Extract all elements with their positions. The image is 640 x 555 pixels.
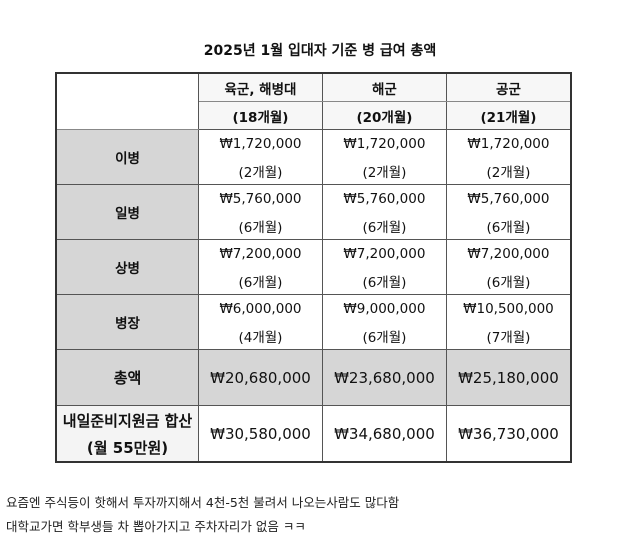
rank-period-row: (6개월) (6개월) (6개월) [56,267,572,295]
period-value: (6개월) [198,212,323,240]
period-value: (6개월) [445,267,572,295]
total-value: ₩23,680,000 [321,349,447,406]
rank-row: 병장 ₩6,000,000 ₩9,000,000 ₩10,500,000 [55,294,572,350]
total-value: ₩25,180,000 [445,349,572,406]
comment-line: 대학교가면 학부생들 차 뽑아가지고 주차자리가 없음 ㅋㅋ [6,519,306,534]
rank-label: 병장 [55,294,199,350]
corner-cell [55,72,199,130]
salary-value: ₩6,000,000 [198,294,323,322]
column-header: 공군 [445,72,572,102]
column-period: (18개월) [198,101,323,130]
comment-line: 요즘엔 주식등이 핫해서 투자까지해서 4천-5천 불려서 나오는사람도 많다함 [6,495,400,510]
column-header: 해군 [321,72,447,102]
salary-value: ₩1,720,000 [321,129,447,157]
combined-sublabel: (월 55만원) [86,438,169,457]
period-value: (6개월) [198,267,323,295]
salary-value: ₩7,200,000 [445,239,572,267]
header-period-row: (18개월) (20개월) (21개월) [56,101,572,130]
column-period: (20개월) [321,101,447,130]
combined-row: 내일준비지원금 합산 (월 55만원) ₩30,580,000 ₩34,680,000… [55,405,572,463]
salary-value: ₩10,500,000 [445,294,572,322]
salary-value: ₩1,720,000 [198,129,323,157]
rank-label: 일병 [55,184,199,240]
table-title: 2025년 1월 입대자 기준 병 급여 총액 [203,43,437,59]
total-row: 총액 ₩20,680,000 ₩23,680,000 ₩25,180,000 [55,349,572,406]
salary-value: ₩7,200,000 [198,239,323,267]
rank-period-row: (2개월) (2개월) (2개월) [56,157,572,185]
period-value: (6개월) [321,267,447,295]
salary-value: ₩1,720,000 [445,129,572,157]
salary-value: ₩5,760,000 [321,184,447,212]
combined-value: ₩34,680,000 [321,405,447,463]
period-value: (4개월) [198,322,323,350]
combined-value: ₩30,580,000 [198,405,323,463]
rank-label: 상병 [55,239,199,295]
period-value: (7개월) [445,322,572,350]
rank-row: 상병 ₩7,200,000 ₩7,200,000 ₩7,200,000 [55,239,572,295]
header-row: 육군, 해병대 해군 공군 [55,72,572,130]
rank-row: 이병 ₩1,720,000 ₩1,720,000 ₩1,720,000 [55,129,572,185]
combined-value: ₩36,730,000 [445,405,572,463]
period-value: (6개월) [445,212,572,240]
period-value: (2개월) [198,157,323,185]
period-value: (2개월) [321,157,447,185]
salary-value: ₩7,200,000 [321,239,447,267]
combined-label-text: 내일준비지원금 합산 [62,411,193,430]
column-period: (21개월) [445,101,572,130]
salary-table: 육군, 해병대 해군 공군 (18개월) (20개월) (21개월) 이병 ₩1,… [55,72,572,463]
column-header: 육군, 해병대 [198,72,323,102]
total-value: ₩20,680,000 [198,349,323,406]
combined-label: 내일준비지원금 합산 (월 55만원) [55,405,199,463]
salary-value: ₩9,000,000 [321,294,447,322]
salary-value: ₩5,760,000 [198,184,323,212]
salary-value: ₩5,760,000 [445,184,572,212]
period-value: (2개월) [445,157,572,185]
total-label: 총액 [55,349,199,406]
period-value: (6개월) [321,322,447,350]
period-value: (6개월) [321,212,447,240]
rank-row: 일병 ₩5,760,000 ₩5,760,000 ₩5,760,000 [55,184,572,240]
rank-period-row: (6개월) (6개월) (6개월) [56,212,572,240]
rank-label: 이병 [55,129,199,185]
